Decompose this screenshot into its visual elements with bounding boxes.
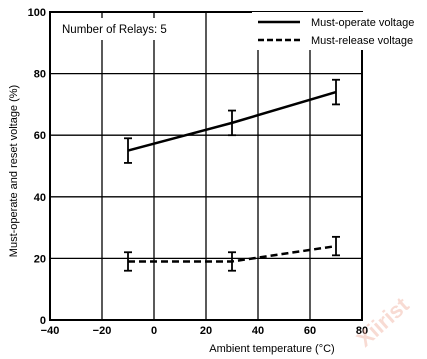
x-tick-label-0: −40 xyxy=(41,325,60,337)
plot-border xyxy=(49,11,363,321)
error-bar-0-0 xyxy=(124,137,132,164)
x-axis-label: Ambient temperature (°C) xyxy=(209,343,334,355)
y-tick-label-3: 60 xyxy=(34,130,46,142)
x-tick-label-2: 0 xyxy=(151,325,157,337)
error-bar-1-1 xyxy=(228,251,236,272)
y-tick-label-0: 0 xyxy=(40,315,46,327)
y-tick-label-2: 40 xyxy=(34,192,46,204)
x-tick-label-4: 40 xyxy=(252,325,264,337)
x-tick-label-6: 80 xyxy=(356,325,368,337)
y-axis-label: Must-operate and reset voltage (%) xyxy=(8,85,20,257)
x-tick-label-3: 20 xyxy=(200,325,212,337)
y-tick-label-1: 20 xyxy=(34,253,46,265)
series-0 xyxy=(124,78,340,164)
legend: Must-operate voltage Must-release voltag… xyxy=(252,12,427,50)
error-bar-0-2 xyxy=(332,78,340,106)
y-tick-label-5: 100 xyxy=(28,7,46,19)
series-group xyxy=(124,78,340,272)
x-tick-label-1: −20 xyxy=(93,325,112,337)
error-bar-1-2 xyxy=(332,235,340,257)
series-1 xyxy=(124,235,340,272)
y-tick-label-4: 80 xyxy=(34,69,46,81)
error-bar-0-1 xyxy=(228,109,236,137)
error-bar-1-0 xyxy=(124,251,132,272)
legend-label-must-release: Must-release voltage xyxy=(311,35,413,47)
x-tick-label-5: 60 xyxy=(304,325,316,337)
relay-count-annotation: Number of Relays: 5 xyxy=(62,24,167,36)
annotation-box xyxy=(58,18,188,40)
plot-frame xyxy=(49,11,363,321)
legend-background xyxy=(252,12,427,50)
tick-labels: −40 −20 0 20 40 60 80 0 20 40 60 80 100 xyxy=(28,7,368,337)
grid xyxy=(50,12,362,320)
legend-label-must-operate: Must-operate voltage xyxy=(311,17,414,29)
